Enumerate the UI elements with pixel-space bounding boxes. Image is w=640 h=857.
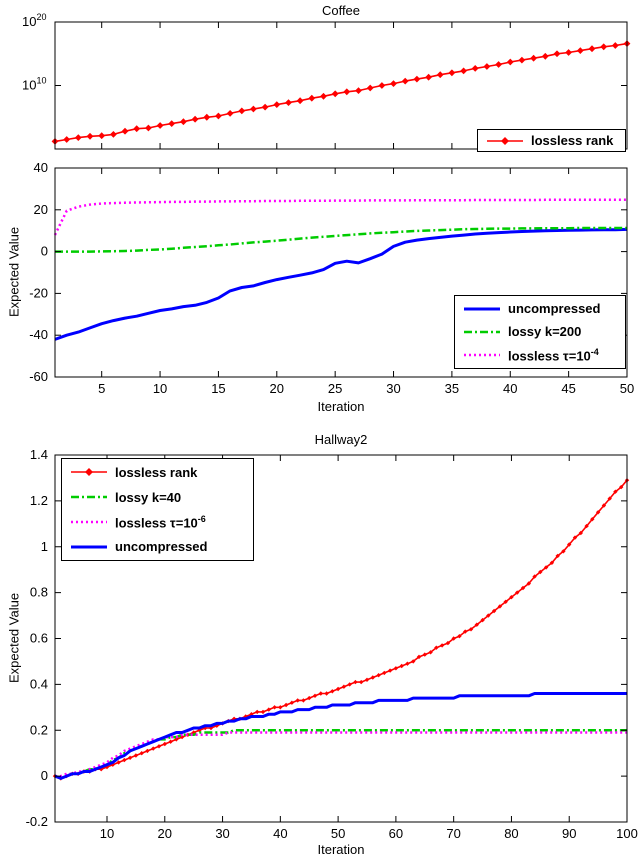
y-tick-label: 1.4 [30, 447, 48, 462]
legend-line-sample-lossless-10-6 [71, 520, 107, 524]
series-markers-lossless-rank [51, 40, 631, 145]
legend-label-lossless-10-6: lossless τ=10-6 [115, 513, 206, 531]
xlabel-hallway2: Iteration [317, 842, 365, 857]
legend-coffee-rank: lossless rank [477, 129, 626, 152]
x-tick-label: 100 [616, 826, 638, 841]
y-tick-label: 0.2 [30, 722, 48, 737]
x-tick-label: 35 [445, 381, 459, 396]
y-tick-label: -20 [29, 285, 48, 300]
legend-entry-lossless-10-4: lossless τ=10-4 [455, 344, 625, 367]
series-line-lossless-10-4 [53, 198, 627, 236]
y-tick-label: 0.6 [30, 631, 48, 646]
legend-label-lossless-10-4: lossless τ=10-4 [508, 347, 599, 364]
y-tick-label-log: 1010 [22, 76, 46, 93]
y-tick-label: 1 [41, 539, 48, 554]
legend-hallway2: lossless rank lossy k=40 lossless τ=10-6 un… [61, 458, 254, 561]
legend-label-lossy-k-200: lossy k=200 [508, 324, 582, 340]
legend-coffee-expected-value: uncompressed lossy k=200 lossless τ=10-4 [454, 295, 626, 369]
x-tick-label: 20 [158, 826, 172, 841]
title-hallway2: Hallway2 [314, 432, 368, 447]
x-tick-label: 45 [561, 381, 575, 396]
y-tick-label: 1.2 [30, 493, 48, 508]
legend-entry-lossy-k-200: lossy k=200 [455, 320, 625, 343]
legend-entry-lossy-k-40: lossy k=40 [62, 485, 253, 510]
legend-entry-uncompressed: uncompressed [455, 297, 625, 320]
series-line-lossless-10-6 [55, 731, 627, 778]
legend-label-lossless-rank: lossless rank [115, 464, 198, 480]
series-line-uncompressed [54, 227, 628, 341]
x-tick-label: 25 [328, 381, 342, 396]
x-tick-label: 50 [331, 826, 345, 841]
y-tick-label: 0.4 [30, 676, 48, 691]
x-tick-label: 20 [270, 381, 284, 396]
legend-marker-diamond [501, 136, 509, 145]
x-tick-label: 80 [504, 826, 518, 841]
ylabel-hallway2: Expected Value [6, 592, 22, 684]
legend-entry-lossless-rank: lossless rank [478, 131, 625, 150]
series-line-lossless-rank [54, 42, 628, 143]
y-tick-label: -0.2 [26, 814, 48, 829]
legend-label-lossy-k-40: lossy k=40 [115, 489, 182, 505]
x-tick-label: 60 [389, 826, 403, 841]
legend-line-sample-uncompressed [71, 545, 107, 549]
x-tick-label: 5 [98, 381, 105, 396]
x-tick-label: 40 [273, 826, 287, 841]
x-tick-label: 15 [211, 381, 225, 396]
legend-line-sample-lossless-10-4 [464, 354, 500, 357]
legend-entry-lossless-rank: lossless rank [62, 460, 253, 485]
legend-line-sample-lossless-rank [71, 468, 107, 477]
xlabel-coffee: Iteration [317, 399, 365, 414]
y-tick-label: 40 [34, 160, 48, 175]
x-tick-label: 90 [562, 826, 576, 841]
x-tick-label: 30 [386, 381, 400, 396]
y-tick-label: 0 [41, 244, 48, 259]
y-tick-label-log: 1020 [22, 12, 46, 29]
x-tick-label: 10 [153, 381, 167, 396]
series-line-uncompressed [54, 692, 627, 780]
legend-line-sample-lossy-k-200 [464, 330, 500, 334]
x-tick-label: 10 [100, 826, 114, 841]
title-coffee: Coffee [321, 3, 361, 18]
legend-label-uncompressed: uncompressed [115, 539, 208, 555]
legend-label-lossless-rank: lossless rank [531, 133, 614, 148]
legend-entry-uncompressed: uncompressed [62, 534, 253, 559]
y-tick-label: -40 [29, 327, 48, 342]
legend-entry-lossless-10-6: lossless τ=10-6 [62, 510, 253, 535]
legend-line-sample-lossless-rank [487, 136, 523, 145]
y-tick-label: 20 [34, 202, 48, 217]
legend-line-sample-uncompressed [464, 307, 500, 311]
legend-marker-diamond [85, 468, 93, 477]
y-tick-label: 0.8 [30, 585, 48, 600]
y-tick-label: -60 [29, 369, 48, 384]
x-tick-label: 70 [446, 826, 460, 841]
series-line-lossless-rank [54, 479, 628, 780]
axes-frame-coffee-expected-value [54, 167, 628, 378]
x-tick-label: 40 [503, 381, 517, 396]
y-tick-label: 0 [41, 768, 48, 783]
legend-label-uncompressed: uncompressed [508, 301, 601, 317]
ylabel-coffee-value: Expected Value [6, 226, 22, 318]
x-tick-label: 50 [620, 381, 634, 396]
legend-line-sample-lossy-k-40 [71, 495, 107, 499]
x-tick-label: 30 [215, 826, 229, 841]
